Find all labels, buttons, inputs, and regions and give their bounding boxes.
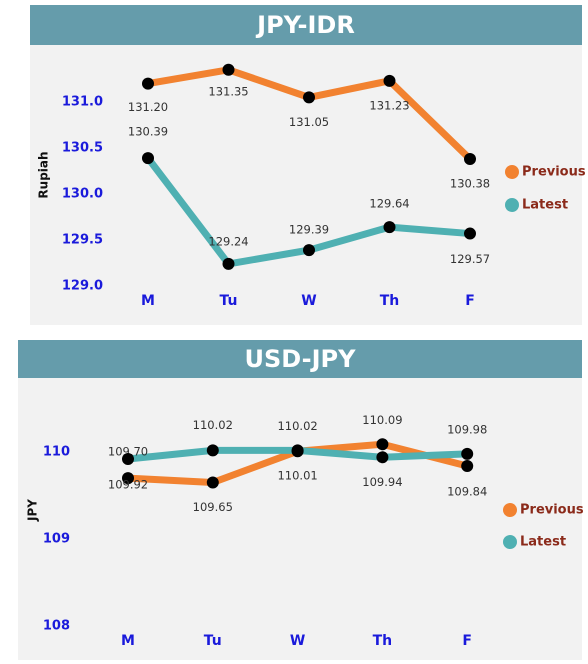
data-label: 110.02 [193, 418, 233, 432]
y-tick-label: 130.0 [62, 187, 103, 202]
data-point [206, 476, 219, 489]
data-label: 129.57 [450, 252, 490, 266]
y-axis-title: JPY [26, 499, 40, 522]
data-point [376, 451, 389, 464]
legend-label: Previous [522, 165, 586, 180]
legend-marker [505, 198, 519, 212]
title-bar [30, 5, 582, 45]
y-tick-label: 130.5 [62, 141, 103, 156]
legend-marker [503, 503, 517, 517]
data-label: 109.94 [362, 475, 402, 489]
data-point [461, 447, 474, 460]
y-tick-label: 110 [43, 445, 70, 460]
data-point [222, 257, 235, 270]
data-label: 131.05 [289, 115, 329, 129]
y-tick-label: 129.0 [62, 279, 103, 294]
x-tick-label: Th [380, 293, 400, 309]
data-point [303, 91, 315, 104]
data-point [142, 77, 154, 90]
data-label: 129.39 [289, 223, 329, 237]
data-label: 130.39 [128, 125, 168, 139]
data-point [383, 74, 396, 87]
data-point [383, 221, 396, 234]
data-label: 109.70 [108, 445, 148, 459]
legend-marker [505, 165, 519, 179]
x-tick-label: Tu [220, 293, 238, 309]
x-tick-label: Th [373, 633, 393, 649]
data-label: 129.24 [208, 234, 248, 248]
y-tick-label: 108 [43, 619, 70, 634]
panel [30, 5, 582, 325]
data-label: 110.09 [362, 413, 402, 427]
legend-label: Latest [520, 535, 566, 550]
title-bar [18, 340, 582, 378]
data-point [464, 153, 476, 166]
data-label: 131.35 [208, 84, 248, 98]
y-axis-title: Rupiah [37, 151, 51, 198]
x-tick-label: Tu [204, 633, 222, 649]
data-point [461, 460, 474, 472]
data-label: 109.84 [447, 485, 487, 499]
data-point [142, 152, 154, 165]
chart-title: JPY-IDR [255, 11, 355, 39]
legend-label: Latest [522, 198, 568, 213]
x-tick-label: M [121, 633, 135, 649]
y-tick-label: 129.5 [62, 233, 103, 248]
data-label: 110.01 [277, 469, 317, 483]
data-label: 131.20 [128, 100, 168, 114]
x-tick-label: F [462, 633, 472, 649]
legend-label: Previous [520, 503, 584, 518]
data-label: 130.38 [450, 177, 490, 191]
data-point [464, 227, 476, 240]
data-point [122, 453, 134, 466]
data-point [376, 438, 389, 451]
y-tick-label: 131.0 [62, 95, 103, 110]
data-label: 109.92 [108, 478, 148, 492]
data-point [206, 444, 219, 457]
data-label: 109.98 [447, 422, 487, 436]
data-label: 109.65 [193, 500, 233, 514]
data-point [303, 244, 315, 257]
x-tick-label: W [290, 633, 305, 649]
data-label: 110.02 [277, 419, 317, 433]
x-tick-label: F [465, 293, 475, 309]
data-point [222, 63, 235, 76]
y-tick-label: 109 [43, 532, 70, 547]
chart-title: USD-JPY [245, 345, 357, 373]
data-point [291, 444, 304, 457]
x-tick-label: M [141, 293, 155, 309]
x-tick-label: W [301, 293, 316, 309]
data-label: 129.64 [369, 197, 409, 211]
legend-marker [503, 535, 517, 549]
data-label: 131.23 [369, 98, 409, 112]
data-point [122, 472, 134, 485]
panel [18, 340, 582, 660]
